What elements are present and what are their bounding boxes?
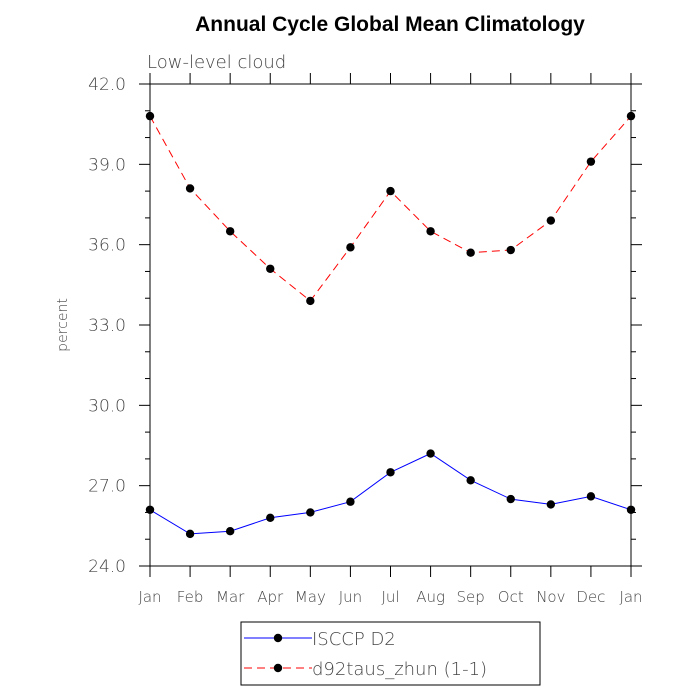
data-series <box>145 111 636 539</box>
data-point <box>626 505 636 514</box>
data-point <box>546 216 556 225</box>
legend: ISCCP D2 d92taus_zhun (1-1) <box>240 621 541 686</box>
legend-label-0: ISCCP D2 <box>312 629 396 650</box>
data-point <box>506 494 515 504</box>
legend-label-1: d92taus_zhun (1-1) <box>312 659 487 680</box>
legend-marker <box>273 663 283 673</box>
x-tick-label: Feb <box>177 588 204 606</box>
chart-title: Annual Cycle Global Mean Climatology <box>195 13 585 36</box>
x-tick-label: Aug <box>416 588 445 606</box>
axis-ticks: 24.0 27.0 30.0 33.0 36.0 39.0 42.0 Jan Feb Mar Apr… <box>88 73 643 606</box>
plot-frame <box>149 83 632 567</box>
data-point <box>225 526 235 536</box>
x-tick-label: Nov <box>536 588 565 606</box>
data-point <box>346 497 355 506</box>
y-tick-label: 36.0 <box>88 236 126 256</box>
data-point <box>266 264 275 273</box>
data-point <box>225 227 235 236</box>
legend-box <box>240 621 541 686</box>
legend-marker <box>273 633 283 643</box>
x-tick-label: Apr <box>257 588 284 606</box>
data-point <box>546 500 556 509</box>
y-tick-label: 24.0 <box>88 557 126 577</box>
y-tick-label: 33.0 <box>88 316 126 336</box>
series-line-0 <box>149 452 632 535</box>
x-tick-label: Jan <box>138 588 161 606</box>
x-tick-label: Jan <box>619 588 642 606</box>
data-point <box>185 529 195 539</box>
series-line-1 <box>149 115 632 302</box>
data-point <box>145 505 155 514</box>
data-point <box>266 513 275 522</box>
data-point <box>386 186 395 196</box>
y-tick-label: 39.0 <box>88 155 126 175</box>
y-tick-label: 30.0 <box>88 396 126 416</box>
chart-subtitle: Low-level cloud <box>147 52 286 73</box>
data-point <box>426 449 435 458</box>
data-point <box>306 296 315 306</box>
data-point <box>626 111 636 121</box>
data-point <box>386 468 395 477</box>
y-tick-label: 42.0 <box>88 75 126 95</box>
data-point <box>466 248 475 257</box>
data-point <box>466 476 475 485</box>
x-tick-label: Mar <box>216 588 245 606</box>
x-tick-label: Sep <box>457 588 485 606</box>
x-tick-label: Jul <box>381 588 399 606</box>
x-tick-label: Oct <box>498 588 524 606</box>
data-point <box>185 184 195 193</box>
data-point <box>306 508 315 517</box>
y-axis-label: percent <box>55 298 71 352</box>
data-point <box>506 245 515 255</box>
x-tick-label: May <box>295 588 326 606</box>
data-point <box>586 492 596 501</box>
x-tick-label: Jun <box>339 588 362 606</box>
data-point <box>426 227 435 236</box>
data-point <box>346 243 355 252</box>
x-tick-label: Dec <box>576 588 605 606</box>
data-point <box>145 111 155 121</box>
data-point <box>586 157 596 166</box>
y-tick-label: 27.0 <box>88 477 126 497</box>
